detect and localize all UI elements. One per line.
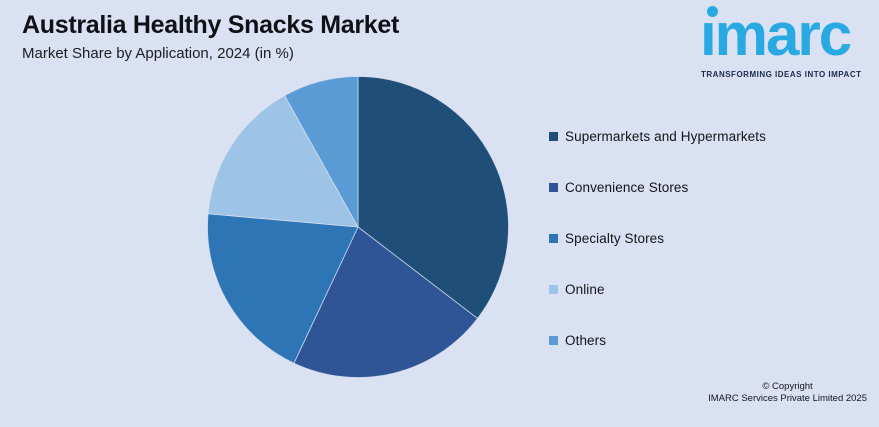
logo-wordmark: ımarc	[700, 1, 852, 68]
legend-swatch-icon	[549, 234, 558, 243]
pie-slice-others	[284, 76, 359, 228]
legend-item-others: Others	[549, 333, 766, 348]
legend: Supermarkets and Hypermarkets Convenience…	[549, 129, 766, 348]
legend-swatch-icon	[549, 183, 558, 192]
logo-tagline: TRANSFORMING IDEAS INTO IMPACT	[701, 70, 862, 79]
page-subtitle: Market Share by Application, 2024 (in %)	[22, 44, 294, 62]
legend-item-convenience-stores: Convenience Stores	[549, 180, 766, 195]
copyright-line-2: IMARC Services Private Limited 2025	[708, 393, 867, 405]
legend-label: Specialty Stores	[565, 231, 665, 246]
pie-chart	[207, 76, 509, 378]
logo-i-dot-icon	[707, 6, 718, 17]
legend-label: Online	[565, 282, 605, 297]
legend-swatch-icon	[549, 336, 558, 345]
legend-item-specialty-stores: Specialty Stores	[549, 231, 766, 246]
legend-label: Others	[565, 333, 607, 348]
legend-item-online: Online	[549, 282, 766, 297]
pie-slice-supermarkets-and-hypermarkets	[357, 76, 509, 319]
imarc-logo: ımarc TRANSFORMING IDEAS INTO IMPACT	[700, 1, 870, 84]
copyright-notice: © Copyright IMARC Services Private Limit…	[708, 381, 867, 406]
legend-label: Convenience Stores	[565, 180, 689, 195]
pie-slice-specialty-stores	[207, 213, 359, 364]
pie-slice-online	[207, 95, 359, 228]
legend-item-supermarkets-and-hypermarkets: Supermarkets and Hypermarkets	[549, 129, 766, 144]
legend-swatch-icon	[549, 132, 558, 141]
chart-header: Australia Healthy Snacks Market Market S…	[22, 11, 399, 62]
copyright-line-1: © Copyright	[762, 381, 813, 392]
legend-swatch-icon	[549, 285, 558, 294]
page-title: Australia Healthy Snacks Market	[22, 11, 399, 39]
pie-chart-svg	[207, 76, 509, 378]
legend-label: Supermarkets and Hypermarkets	[565, 129, 766, 144]
pie-slice-convenience-stores	[293, 226, 478, 378]
